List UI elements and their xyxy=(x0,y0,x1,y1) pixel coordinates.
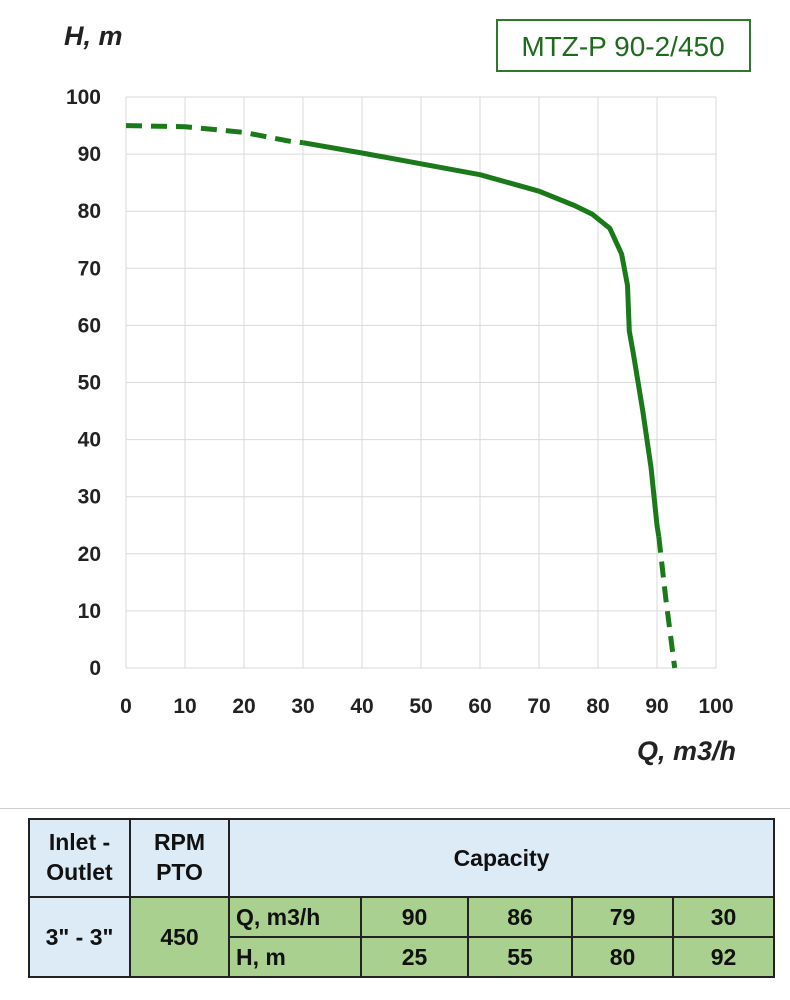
q-value-cell: 90 xyxy=(360,896,469,938)
x-tick-label: 70 xyxy=(527,695,550,718)
x-tick-label: 40 xyxy=(350,695,373,718)
y-tick-label: 50 xyxy=(78,372,101,395)
q-value-cell: 30 xyxy=(672,896,775,938)
q-value-cell: 79 xyxy=(571,896,674,938)
x-tick-label: 100 xyxy=(698,695,733,718)
y-tick-labels: 0 10 20 30 40 50 60 70 80 90 100 xyxy=(66,86,101,680)
y-tick-label: 90 xyxy=(78,143,101,166)
x-tick-label: 80 xyxy=(586,695,609,718)
y-tick-label: 0 xyxy=(89,657,101,680)
series-group xyxy=(125,123,678,669)
capacity-header: Capacity xyxy=(228,818,775,898)
model-title-box xyxy=(496,19,751,72)
rpm-value: 450 xyxy=(129,896,230,978)
x-tick-label: 0 xyxy=(120,695,132,718)
curve-dashed-segment xyxy=(656,536,678,669)
h-row-label: H, m xyxy=(228,936,362,978)
y-tick-label: 10 xyxy=(78,600,101,623)
y-tick-label: 80 xyxy=(78,200,101,223)
h-value-cell: 25 xyxy=(360,936,469,978)
x-axis-label: Q, m3/h xyxy=(637,736,736,766)
y-tick-label: 30 xyxy=(78,486,101,509)
x-tick-labels: 0 10 20 30 40 50 60 70 80 90 100 xyxy=(120,695,733,718)
h-value-cell: 55 xyxy=(467,936,573,978)
separator-line xyxy=(0,808,790,809)
grid xyxy=(125,96,717,669)
rpm-header: RPM PTO xyxy=(129,818,230,898)
q-value-cell: 86 xyxy=(467,896,573,938)
h-value-cell: 80 xyxy=(571,936,674,978)
y-tick-label: 40 xyxy=(78,429,101,452)
y-axis-label: H, m xyxy=(64,21,123,51)
x-tick-label: 20 xyxy=(232,695,255,718)
y-tick-label: 70 xyxy=(78,257,101,280)
q-row-label: Q, m3/h xyxy=(228,896,362,938)
spec-table: Inlet - Outlet RPM PTO Capacity 3" - 3" … xyxy=(28,818,775,978)
y-tick-label: 20 xyxy=(78,543,101,566)
model-title: MTZ-P 90-2/450 xyxy=(521,31,724,62)
y-tick-label: 100 xyxy=(66,86,101,109)
curve-dashed-segment xyxy=(125,123,304,146)
x-tick-label: 50 xyxy=(409,695,432,718)
x-tick-label: 10 xyxy=(173,695,196,718)
h-value-cell: 92 xyxy=(672,936,775,978)
y-tick-label: 60 xyxy=(78,314,101,337)
x-tick-label: 30 xyxy=(291,695,314,718)
x-tick-label: 90 xyxy=(645,695,668,718)
x-tick-label: 60 xyxy=(468,695,491,718)
pump-curve-chart: 0 10 20 30 40 50 60 70 80 90 100 0 10 20 30 40 50 60 70 80… xyxy=(64,19,751,766)
inlet-outlet-header: Inlet - Outlet xyxy=(28,818,131,898)
curve-solid-segment xyxy=(302,140,662,538)
inlet-outlet-value: 3" - 3" xyxy=(28,896,131,978)
